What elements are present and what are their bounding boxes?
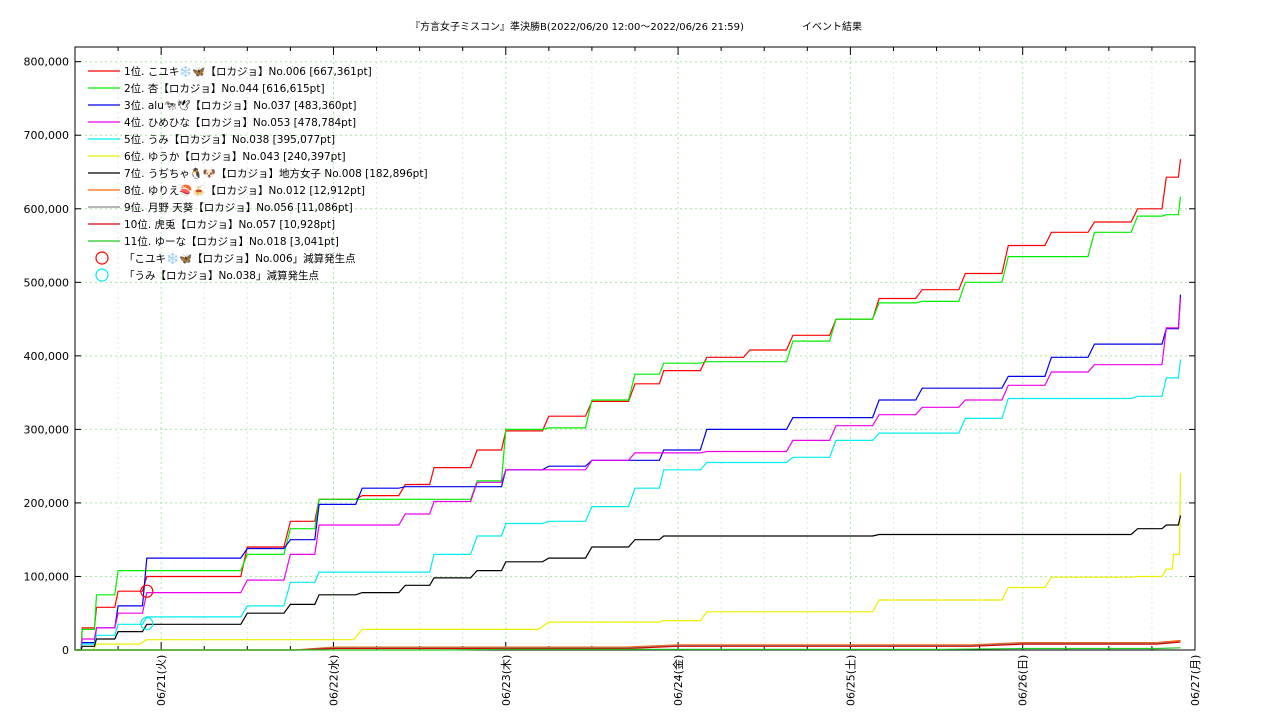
series-line-3	[75, 294, 1182, 651]
series-line-2	[75, 196, 1182, 651]
chart-subtitle: イベント結果	[802, 20, 862, 33]
legend-label-5: 5位. うみ【ロカジョ】No.038 [395,077pt]	[124, 133, 335, 146]
series-line-4	[75, 297, 1182, 651]
series-line-11	[75, 647, 1181, 651]
x-tick-label: 06/27(月)	[1189, 655, 1202, 706]
y-tick-label: 800,000	[24, 56, 70, 69]
legend-label-11: 11位. ゆーな【ロカジョ】No.018 [3,041pt]	[124, 235, 339, 248]
series-line-7	[75, 515, 1182, 651]
x-tick-label: 06/25(土)	[844, 655, 857, 706]
grid-lines	[75, 47, 1196, 650]
y-tick-label: 700,000	[24, 129, 70, 142]
x-tick-label: 06/24(金)	[671, 655, 685, 706]
legend-label-8: 8位. ゆりえ🍣🍝【ロカジョ】No.012 [12,912pt]	[124, 184, 365, 197]
legend: 1位. こユキ❄️🦋【ロカジョ】No.006 [667,361pt] 2位. 杏【…	[88, 65, 428, 282]
y-tick-label: 400,000	[24, 350, 70, 363]
legend-label-1: 1位. こユキ❄️🦋【ロカジョ】No.006 [667,361pt]	[124, 65, 372, 78]
x-tick-label: 06/22(水)	[327, 655, 340, 706]
x-tick-label: 06/23(木)	[500, 655, 513, 706]
legend-label-9: 9位. 月野 天葵【ロカジョ】No.056 [11,086pt]	[124, 201, 353, 214]
y-tick-label: 300,000	[24, 423, 70, 436]
legend-label-10: 10位. 虎兎【ロカジョ】No.057 [10,928pt]	[124, 218, 335, 231]
y-tick-label: 0	[62, 644, 69, 657]
reduction-marker-2	[140, 616, 154, 631]
y-tick-label: 100,000	[24, 570, 70, 583]
y-tick-label: 200,000	[24, 497, 70, 510]
legend-label-4: 4位. ひめひな【ロカジョ】No.053 [478,784pt]	[124, 116, 356, 129]
legend-label-3: 3位. alu🐄🕊【ロカジョ】No.037 [483,360pt]	[124, 99, 356, 112]
y-tick-label: 500,000	[24, 276, 70, 289]
series-lines	[75, 159, 1182, 651]
legend-marker-2	[95, 268, 109, 282]
legend-label-6: 6位. ゆうか【ロカジョ】No.043 [240,397pt]	[124, 150, 346, 163]
series-line-6	[75, 473, 1182, 651]
series-line-1	[75, 159, 1182, 651]
legend-label-7: 7位. うぢちゃ🐧🐶【ロカジョ】地方女子 No.008 [182,896pt]	[124, 167, 428, 180]
legend-marker-1	[95, 251, 109, 265]
y-tick-label: 600,000	[24, 203, 70, 216]
legend-label-2: 2位. 杏【ロカジョ】No.044 [616,615pt]	[124, 82, 325, 95]
reduction-marker-1	[140, 584, 154, 598]
legend-marker-label-1: 「こユキ❄️🦋【ロカジョ】No.006」減算発生点	[124, 252, 356, 265]
x-tick-label: 06/21(火)	[155, 655, 168, 706]
chart-title: 『方言女子ミスコン』準決勝B(2022/06/20 12:00～2022/06/…	[410, 20, 744, 33]
legend-marker-label-2: 「うみ【ロカジョ】No.038」減算発生点	[124, 269, 319, 282]
series-line-5	[75, 359, 1182, 651]
x-tick-label: 06/26(日)	[1017, 655, 1030, 706]
